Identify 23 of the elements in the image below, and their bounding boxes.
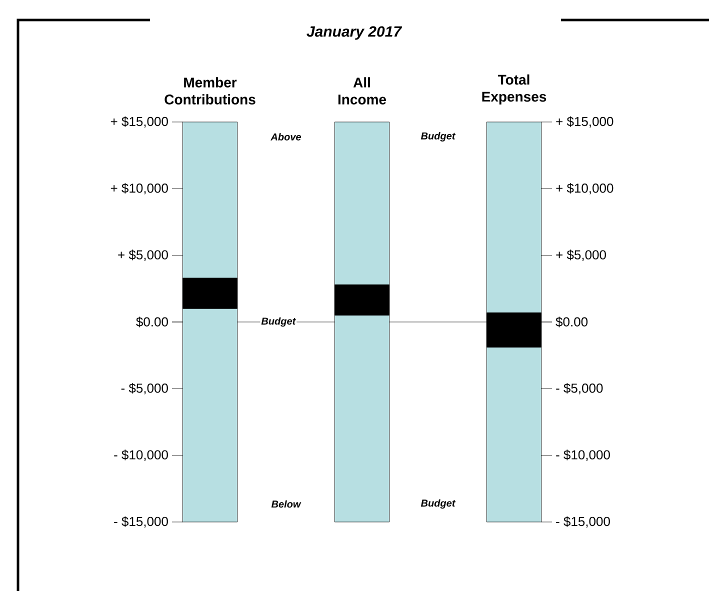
x-tick-label: All Income bbox=[338, 77, 386, 104]
y-tick-label: - $10,000 bbox=[114, 450, 168, 461]
y-tick-label: + $5,000 bbox=[118, 250, 168, 261]
chart-title: January 2017 bbox=[306, 26, 402, 40]
x-tick-label: Total Expenses bbox=[482, 74, 546, 104]
y-tick-label: - $15,000 bbox=[114, 516, 168, 528]
y-tick-label: + $10,000 bbox=[110, 183, 168, 194]
y2-tick-label: + $10,000 bbox=[556, 183, 614, 194]
y2-tick-label: + $5,000 bbox=[556, 250, 606, 261]
y2-tick-label: - $5,000 bbox=[556, 383, 603, 394]
y-tick-label: + $15,000 bbox=[110, 116, 168, 128]
annotation: Above bbox=[270, 133, 302, 140]
annotation: Below bbox=[271, 500, 302, 508]
y-tick-label: $0.00 bbox=[136, 316, 168, 328]
annotation: Budget bbox=[420, 499, 456, 509]
y2-tick-label: + $15,000 bbox=[556, 116, 614, 128]
y2-tick-label: - $15,000 bbox=[556, 516, 610, 528]
y-tick-label: - $5,000 bbox=[121, 383, 168, 394]
annotation: Budget bbox=[420, 132, 456, 142]
y2-tick-label: $0.00 bbox=[556, 316, 588, 328]
x-tick-label: Member Contributions bbox=[164, 77, 256, 104]
ref-line-label: Budget bbox=[261, 317, 296, 327]
y2-tick-label: - $10,000 bbox=[556, 450, 610, 461]
